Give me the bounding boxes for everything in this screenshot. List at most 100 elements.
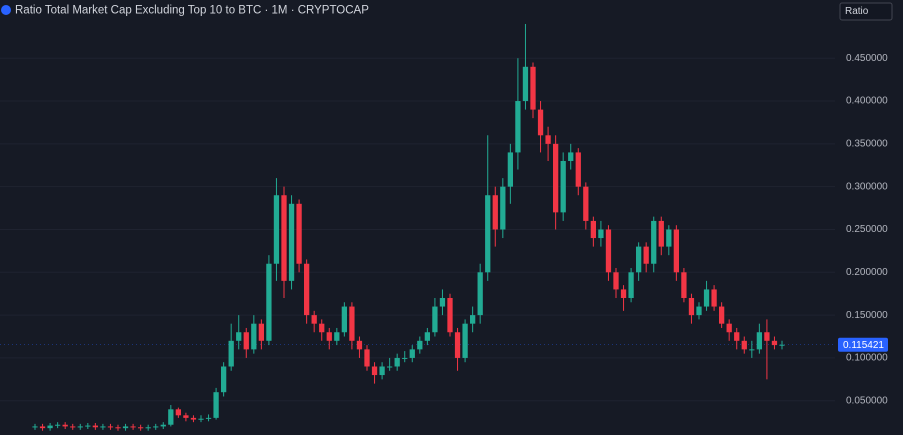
candle-body bbox=[258, 323, 265, 341]
y-tick-label: 0.450000 bbox=[846, 53, 888, 64]
candle-body bbox=[62, 424, 68, 427]
candle-body bbox=[32, 426, 38, 428]
candle-body bbox=[251, 323, 257, 350]
candle-body bbox=[205, 417, 212, 419]
candle-body bbox=[651, 220, 657, 264]
candle-body bbox=[303, 263, 310, 316]
last-price-label: 0.115421 bbox=[843, 340, 884, 351]
candle-body bbox=[341, 306, 348, 333]
candle-body bbox=[666, 229, 672, 247]
candle-body bbox=[145, 427, 151, 429]
candle-body bbox=[673, 229, 680, 273]
candle-body bbox=[402, 357, 408, 359]
candle-body bbox=[545, 135, 551, 144]
candle-body bbox=[213, 392, 219, 418]
candle-body bbox=[575, 152, 581, 187]
candle-body bbox=[741, 340, 747, 350]
candle-body bbox=[477, 272, 483, 316]
candle-body bbox=[236, 332, 242, 341]
candle-body bbox=[417, 340, 423, 350]
candle-body bbox=[643, 246, 649, 264]
candle-body bbox=[711, 289, 717, 307]
candle-body bbox=[130, 426, 136, 428]
candle-body bbox=[552, 143, 559, 213]
candle-body bbox=[432, 306, 438, 333]
candle-body bbox=[175, 409, 182, 416]
candle-body bbox=[100, 426, 106, 428]
candle-body bbox=[568, 152, 574, 161]
symbol-icon bbox=[1, 5, 11, 15]
candle-body bbox=[39, 426, 46, 429]
candle-body bbox=[243, 332, 249, 350]
candle-body bbox=[530, 66, 536, 110]
candle-body bbox=[628, 272, 634, 298]
candle-body bbox=[273, 195, 280, 264]
y-tick-label: 0.050000 bbox=[846, 395, 888, 406]
candle-body bbox=[356, 340, 363, 350]
scale-mode[interactable]: Ratio bbox=[845, 6, 869, 17]
last-price-box bbox=[838, 337, 888, 352]
y-tick-label: 0.150000 bbox=[846, 310, 888, 321]
candle-body bbox=[500, 186, 506, 230]
candle-body bbox=[54, 424, 61, 426]
candle-body bbox=[779, 344, 785, 346]
price-axis bbox=[835, 0, 903, 435]
candle-body bbox=[590, 220, 597, 239]
candle-body bbox=[296, 203, 302, 264]
candle-body bbox=[462, 323, 468, 358]
candle-body bbox=[560, 160, 566, 213]
candle-body bbox=[598, 229, 604, 239]
candle-body bbox=[371, 366, 378, 376]
candle-body bbox=[613, 272, 619, 290]
candle-body bbox=[681, 272, 687, 298]
candles bbox=[32, 23, 785, 431]
candle-body bbox=[635, 246, 642, 273]
candle-body bbox=[515, 101, 521, 153]
candle-body bbox=[266, 263, 272, 341]
candle-body bbox=[153, 426, 159, 428]
candle-body bbox=[688, 297, 695, 316]
scale-mode-box[interactable] bbox=[839, 2, 893, 21]
candle-body bbox=[288, 203, 295, 281]
y-tick-label: 0.350000 bbox=[846, 138, 888, 149]
candle-body bbox=[122, 426, 129, 429]
chart-title: Ratio Total Market Cap Excluding Top 10 … bbox=[15, 5, 369, 17]
candle-body bbox=[734, 332, 740, 341]
candle-body bbox=[326, 332, 332, 341]
candle-body bbox=[379, 366, 385, 376]
candle-body bbox=[485, 195, 491, 273]
candle-body bbox=[620, 289, 627, 298]
candle-body bbox=[447, 297, 453, 333]
y-tick-label: 0.200000 bbox=[846, 267, 888, 278]
candle-body bbox=[749, 349, 755, 351]
candle-body bbox=[228, 340, 234, 367]
candle-body bbox=[718, 306, 725, 324]
candle-body bbox=[658, 220, 664, 247]
candle-body bbox=[507, 152, 514, 187]
candle-body bbox=[349, 306, 355, 341]
candle-body bbox=[439, 297, 446, 307]
candle-body bbox=[583, 186, 589, 221]
candle-body bbox=[77, 426, 83, 428]
y-tick-label: 0.250000 bbox=[846, 224, 888, 235]
candle-body bbox=[522, 66, 529, 102]
candle-body bbox=[319, 323, 325, 333]
candle-body bbox=[47, 425, 53, 429]
candle-body bbox=[696, 306, 702, 316]
candle-body bbox=[364, 349, 370, 367]
candle-body bbox=[220, 366, 227, 393]
candle-body bbox=[764, 332, 770, 341]
candle-body bbox=[183, 415, 189, 418]
candle-body bbox=[771, 340, 778, 346]
candle-body bbox=[469, 315, 476, 324]
y-tick-label: 0.300000 bbox=[846, 181, 888, 192]
candle-body bbox=[160, 424, 166, 427]
candle-body bbox=[115, 427, 121, 429]
candle-body bbox=[703, 289, 710, 307]
candle-body bbox=[70, 426, 76, 428]
grid bbox=[0, 57, 835, 402]
y-tick-label: 0.400000 bbox=[846, 96, 888, 107]
